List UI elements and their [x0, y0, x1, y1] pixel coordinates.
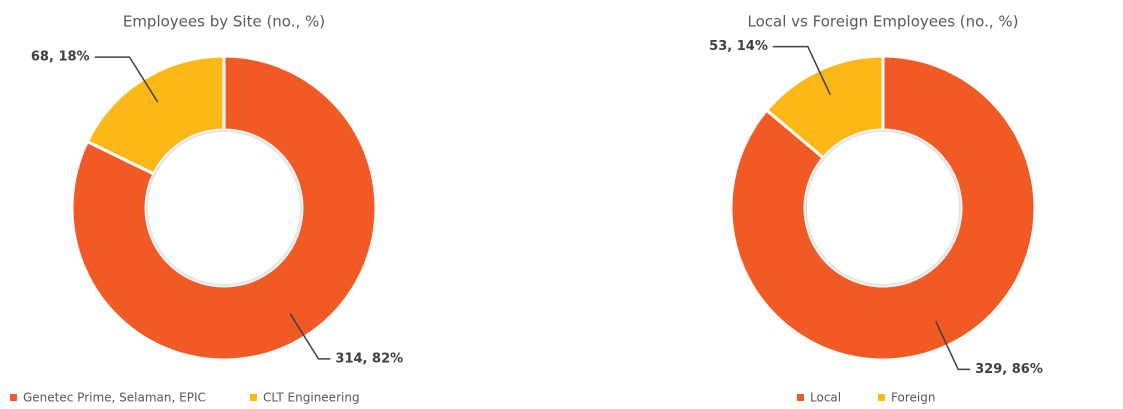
legend-swatch	[10, 394, 17, 401]
legend-label: Local	[810, 391, 841, 405]
donut-hole	[148, 132, 300, 284]
donut-slice	[70, 54, 378, 362]
data-label: 329, 86%	[975, 362, 1043, 377]
legend-label: CLT Engineering	[263, 391, 360, 405]
leader-line	[289, 313, 331, 360]
legend-label: Genetec Prime, Selaman, EPIC	[23, 391, 206, 405]
legend-swatch	[250, 394, 257, 401]
leader-line	[935, 320, 971, 371]
data-label: 68, 18%	[31, 50, 90, 65]
chart-title: Local vs Foreign Employees (no., %)	[748, 13, 1019, 31]
donut-slice	[764, 54, 885, 160]
donut-slice	[729, 54, 1037, 362]
legend-swatch	[797, 394, 804, 401]
leader-line	[772, 45, 831, 96]
legend-label: Foreign	[891, 391, 935, 405]
donut-hole	[807, 132, 959, 284]
leader-line	[94, 56, 159, 103]
chart-title: Employees by Site (no., %)	[123, 13, 325, 31]
data-label: 53, 14%	[709, 39, 768, 54]
donut-slice	[85, 54, 226, 176]
legend-swatch	[878, 394, 885, 401]
data-label: 314, 82%	[335, 351, 403, 366]
